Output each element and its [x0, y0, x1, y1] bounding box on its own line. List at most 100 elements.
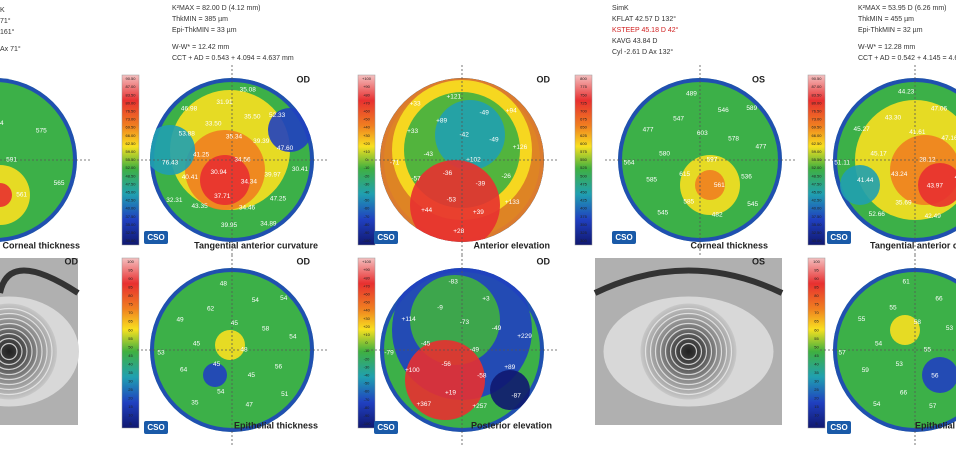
- scale-label: 45: [128, 353, 133, 358]
- scale-label: 10: [128, 413, 133, 418]
- scale-label: 48.50: [125, 173, 136, 178]
- topography-map: [380, 78, 544, 242]
- map-value: +89: [436, 117, 447, 124]
- eye-label: OS: [752, 74, 765, 84]
- map-blob: [840, 165, 880, 205]
- placido-ring: [0, 327, 33, 376]
- scale-label: +20: [363, 324, 371, 329]
- logo: CSO: [147, 423, 164, 432]
- scale-label: 35: [128, 370, 133, 375]
- scale-label: +60: [363, 108, 371, 113]
- scale-label: 62.50: [811, 141, 822, 146]
- map-value: 477: [643, 127, 654, 134]
- scale-label: 47.50: [125, 181, 136, 186]
- map-value: +229: [517, 333, 532, 340]
- map-value: +89: [504, 364, 515, 371]
- map-value: 35.34: [226, 133, 243, 140]
- map-value: 48: [220, 280, 228, 287]
- map-value: 43.97: [927, 183, 944, 190]
- scale-label: +60: [363, 291, 371, 296]
- header-line: KAVG 43.84 D: [612, 38, 657, 45]
- color-scale: [121, 257, 140, 429]
- map-value: 42.49: [925, 213, 942, 220]
- panel-title: Tangential anterior curvature: [194, 240, 318, 250]
- scale-label: +30: [363, 316, 371, 321]
- map-value: 597: [707, 157, 718, 164]
- scale-label: 400: [580, 206, 587, 211]
- scale-label: -80: [364, 222, 371, 227]
- topography-map: [618, 78, 782, 242]
- color-scale: [357, 257, 376, 429]
- scale-label: 73.00: [125, 117, 136, 122]
- scale-label: 55.50: [811, 157, 822, 162]
- map-value: 54: [217, 389, 225, 396]
- map-value: +102: [466, 157, 481, 164]
- map-value: -49: [479, 109, 489, 116]
- map-value: 34.89: [260, 220, 277, 227]
- scale-label: -40: [364, 189, 371, 194]
- map-value: 66: [900, 390, 908, 397]
- eye-photo: [593, 258, 784, 425]
- placido-ring: [679, 342, 698, 361]
- logo: CSO: [147, 233, 164, 242]
- logo-box: [144, 421, 168, 434]
- scale-label: 52.00: [811, 165, 822, 170]
- map-value: 35.69: [895, 200, 912, 207]
- map-value: 39.95: [221, 222, 238, 229]
- header-line: Epi-ThkMIN = 32 µm: [858, 27, 923, 34]
- map-value: 564: [624, 160, 635, 167]
- scale-label: -60: [364, 389, 371, 394]
- header-line: ThkMIN = 385 µm: [172, 16, 228, 23]
- map-value: 54: [252, 297, 260, 304]
- panel-title: Anterior elevation: [473, 240, 550, 250]
- scale-label: 42.50: [125, 198, 136, 203]
- map-value: 41.44: [857, 177, 874, 184]
- map-value: +114: [402, 316, 417, 323]
- map-value: 45: [248, 372, 256, 379]
- map-value: 54: [873, 401, 881, 408]
- map-value: +121: [446, 94, 461, 101]
- map-value: 35: [191, 400, 199, 407]
- scale-label: 30: [128, 378, 133, 383]
- eye-label: OD: [65, 256, 79, 266]
- eyelid: [0, 267, 80, 296]
- map-value: 54: [875, 340, 883, 347]
- scale-label: 30.00: [811, 238, 822, 243]
- scale-label: 575: [580, 149, 587, 154]
- scale-label: 550: [580, 157, 587, 162]
- map-value: 31.91: [216, 99, 233, 106]
- scale-label: 66.00: [125, 133, 136, 138]
- map-value: 54: [280, 295, 288, 302]
- header-line: W-W* = 12.28 mm: [858, 44, 915, 51]
- scale-label: 45: [814, 353, 819, 358]
- scale-label: +20: [363, 141, 371, 146]
- iris: [0, 303, 57, 400]
- map-value: 589: [746, 105, 757, 112]
- map-blob: [695, 170, 725, 200]
- scale-label: 75: [814, 302, 819, 307]
- map-value: 56: [931, 373, 939, 380]
- map-blob: [490, 370, 530, 410]
- map-blob: [0, 165, 30, 225]
- map-value: +3: [482, 296, 490, 303]
- scale-label: 55: [128, 336, 133, 341]
- map-value: 536: [741, 174, 752, 181]
- map-value: 44.23: [898, 89, 915, 96]
- map-value: 51: [281, 391, 289, 398]
- placido-ring: [0, 317, 43, 386]
- map-value: 46.98: [181, 105, 198, 112]
- map-value: 61: [903, 279, 911, 286]
- topography-map: [150, 268, 314, 432]
- logo-box: [827, 231, 851, 244]
- scale-label: 0: [365, 157, 368, 162]
- logo-box: [827, 421, 851, 434]
- map-value: +33: [407, 128, 418, 135]
- scale-label: 35.00: [811, 222, 822, 227]
- map-blob: [0, 183, 12, 207]
- panel-title: Corneal thickness: [690, 240, 768, 250]
- map-value: 53.88: [179, 130, 196, 137]
- map-value: 45.17: [870, 150, 887, 157]
- map-value: 43.30: [885, 114, 902, 121]
- scale-label: 500: [580, 173, 587, 178]
- logo: CSO: [615, 233, 632, 242]
